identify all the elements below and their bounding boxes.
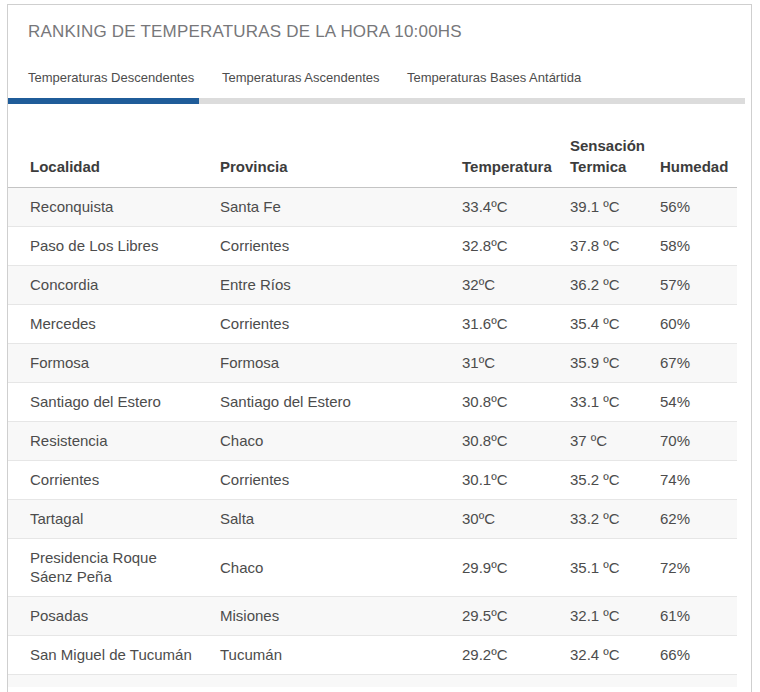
table-row-partial	[8, 675, 737, 687]
tab-temperaturas-descendentes[interactable]: Temperaturas Descendentes	[28, 70, 194, 85]
table-row: Corrientes Corrientes 30.1ºC 35.2 ºC 74%	[8, 461, 737, 500]
table-row: Presidencia Roque Sáenz Peña Chaco 29.9º…	[8, 539, 737, 597]
cell-sensacion-termica: 39.1 ºC	[570, 197, 660, 216]
cell-humedad: 58%	[660, 236, 737, 255]
cell-humedad: 74%	[660, 470, 737, 489]
cell-humedad: 66%	[660, 645, 737, 664]
cell-localidad: Paso de Los Libres	[30, 236, 220, 255]
cell-sensacion-termica: 33.2 ºC	[570, 509, 660, 528]
tabs: Temperaturas Descendentes Temperaturas A…	[8, 70, 751, 87]
cell-sensacion-termica: 35.2 ºC	[570, 470, 660, 489]
cell-temperatura: 30.1ºC	[462, 470, 570, 489]
cell-localidad: San Miguel de Tucumán	[30, 645, 220, 664]
cell-humedad: 72%	[660, 558, 737, 577]
table-header-row: Localidad Provincia Temperatura Sensació…	[8, 135, 737, 188]
cell-localidad: Santiago del Estero	[30, 392, 220, 411]
cell-temperatura: 30.8ºC	[462, 431, 570, 450]
table-row: Mercedes Corrientes 31.6ºC 35.4 ºC 60%	[8, 305, 737, 344]
cell-localidad: Corrientes	[30, 470, 220, 489]
cell-provincia: Corrientes	[220, 470, 462, 489]
table-row: Formosa Formosa 31ºC 35.9 ºC 67%	[8, 344, 737, 383]
cell-humedad: 61%	[660, 606, 737, 625]
cell-humedad: 60%	[660, 314, 737, 333]
cell-sensacion-termica: 35.1 ºC	[570, 558, 660, 577]
cell-temperatura: 29.5ºC	[462, 606, 570, 625]
cell-humedad: 54%	[660, 392, 737, 411]
cell-sensacion-termica: 33.1 ºC	[570, 392, 660, 411]
table-row: Concordia Entre Ríos 32ºC 36.2 ºC 57%	[8, 266, 737, 305]
cell-sensacion-termica: 35.4 ºC	[570, 314, 660, 333]
cell-provincia: Entre Ríos	[220, 275, 462, 294]
cell-temperatura: 29.9ºC	[462, 558, 570, 577]
cell-sensacion-termica: 32.4 ºC	[570, 645, 660, 664]
cell-provincia: Chaco	[220, 431, 462, 450]
table-row: Posadas Misiones 29.5ºC 32.1 ºC 61%	[8, 597, 737, 636]
cell-localidad: Posadas	[30, 606, 220, 625]
cell-humedad: 57%	[660, 275, 737, 294]
cell-provincia: Misiones	[220, 606, 462, 625]
cell-localidad: Mercedes	[30, 314, 220, 333]
cell-provincia: Salta	[220, 509, 462, 528]
tab-active-indicator	[8, 98, 199, 104]
cell-localidad: Concordia	[30, 275, 220, 294]
column-header-temperatura: Temperatura	[462, 156, 570, 177]
cell-humedad: 67%	[660, 353, 737, 372]
column-header-humedad: Humedad	[660, 156, 737, 177]
table-row: Reconquista Santa Fe 33.4ºC 39.1 ºC 56%	[8, 188, 737, 227]
cell-temperatura: 30.8ºC	[462, 392, 570, 411]
cell-provincia: Chaco	[220, 558, 462, 577]
cell-provincia: Corrientes	[220, 236, 462, 255]
temperature-table: Localidad Provincia Temperatura Sensació…	[8, 135, 737, 687]
cell-temperatura: 33.4ºC	[462, 197, 570, 216]
tab-indicator-track	[8, 98, 745, 104]
cell-provincia: Corrientes	[220, 314, 462, 333]
cell-provincia: Tucumán	[220, 645, 462, 664]
cell-sensacion-termica: 37 ºC	[570, 431, 660, 450]
cell-localidad: Formosa	[30, 353, 220, 372]
cell-localidad: Reconquista	[30, 197, 220, 216]
cell-temperatura: 31ºC	[462, 353, 570, 372]
column-header-localidad: Localidad	[30, 156, 220, 177]
cell-humedad: 70%	[660, 431, 737, 450]
table-row: Santiago del Estero Santiago del Estero …	[8, 383, 737, 422]
table-row: Tartagal Salta 30ºC 33.2 ºC 62%	[8, 500, 737, 539]
cell-sensacion-termica: 32.1 ºC	[570, 606, 660, 625]
table-row: San Miguel de Tucumán Tucumán 29.2ºC 32.…	[8, 636, 737, 675]
cell-provincia: Formosa	[220, 353, 462, 372]
tab-temperaturas-ascendentes[interactable]: Temperaturas Ascendentes	[222, 70, 380, 85]
table-row: Paso de Los Libres Corrientes 32.8ºC 37.…	[8, 227, 737, 266]
cell-provincia: Santa Fe	[220, 197, 462, 216]
tab-temperaturas-bases-antartida[interactable]: Temperaturas Bases Antártida	[407, 70, 581, 85]
cell-temperatura: 32.8ºC	[462, 236, 570, 255]
cell-sensacion-termica: 37.8 ºC	[570, 236, 660, 255]
cell-sensacion-termica: 35.9 ºC	[570, 353, 660, 372]
cell-temperatura: 31.6ºC	[462, 314, 570, 333]
cell-localidad: Presidencia Roque Sáenz Peña	[30, 548, 220, 586]
cell-humedad: 56%	[660, 197, 737, 216]
column-header-provincia: Provincia	[220, 156, 462, 177]
table-body: Reconquista Santa Fe 33.4ºC 39.1 ºC 56% …	[8, 188, 737, 675]
table-row: Resistencia Chaco 30.8ºC 37 ºC 70%	[8, 422, 737, 461]
cell-provincia: Santiago del Estero	[220, 392, 462, 411]
ranking-card: RANKING DE TEMPERATURAS DE LA HORA 10:00…	[7, 4, 752, 692]
cell-localidad: Resistencia	[30, 431, 220, 450]
cell-temperatura: 32ºC	[462, 275, 570, 294]
column-header-sensacion-termica: Sensación Termica	[570, 135, 660, 177]
cell-temperatura: 30ºC	[462, 509, 570, 528]
cell-temperatura: 29.2ºC	[462, 645, 570, 664]
cell-sensacion-termica: 36.2 ºC	[570, 275, 660, 294]
page-title: RANKING DE TEMPERATURAS DE LA HORA 10:00…	[28, 22, 751, 42]
cell-humedad: 62%	[660, 509, 737, 528]
cell-localidad: Tartagal	[30, 509, 220, 528]
